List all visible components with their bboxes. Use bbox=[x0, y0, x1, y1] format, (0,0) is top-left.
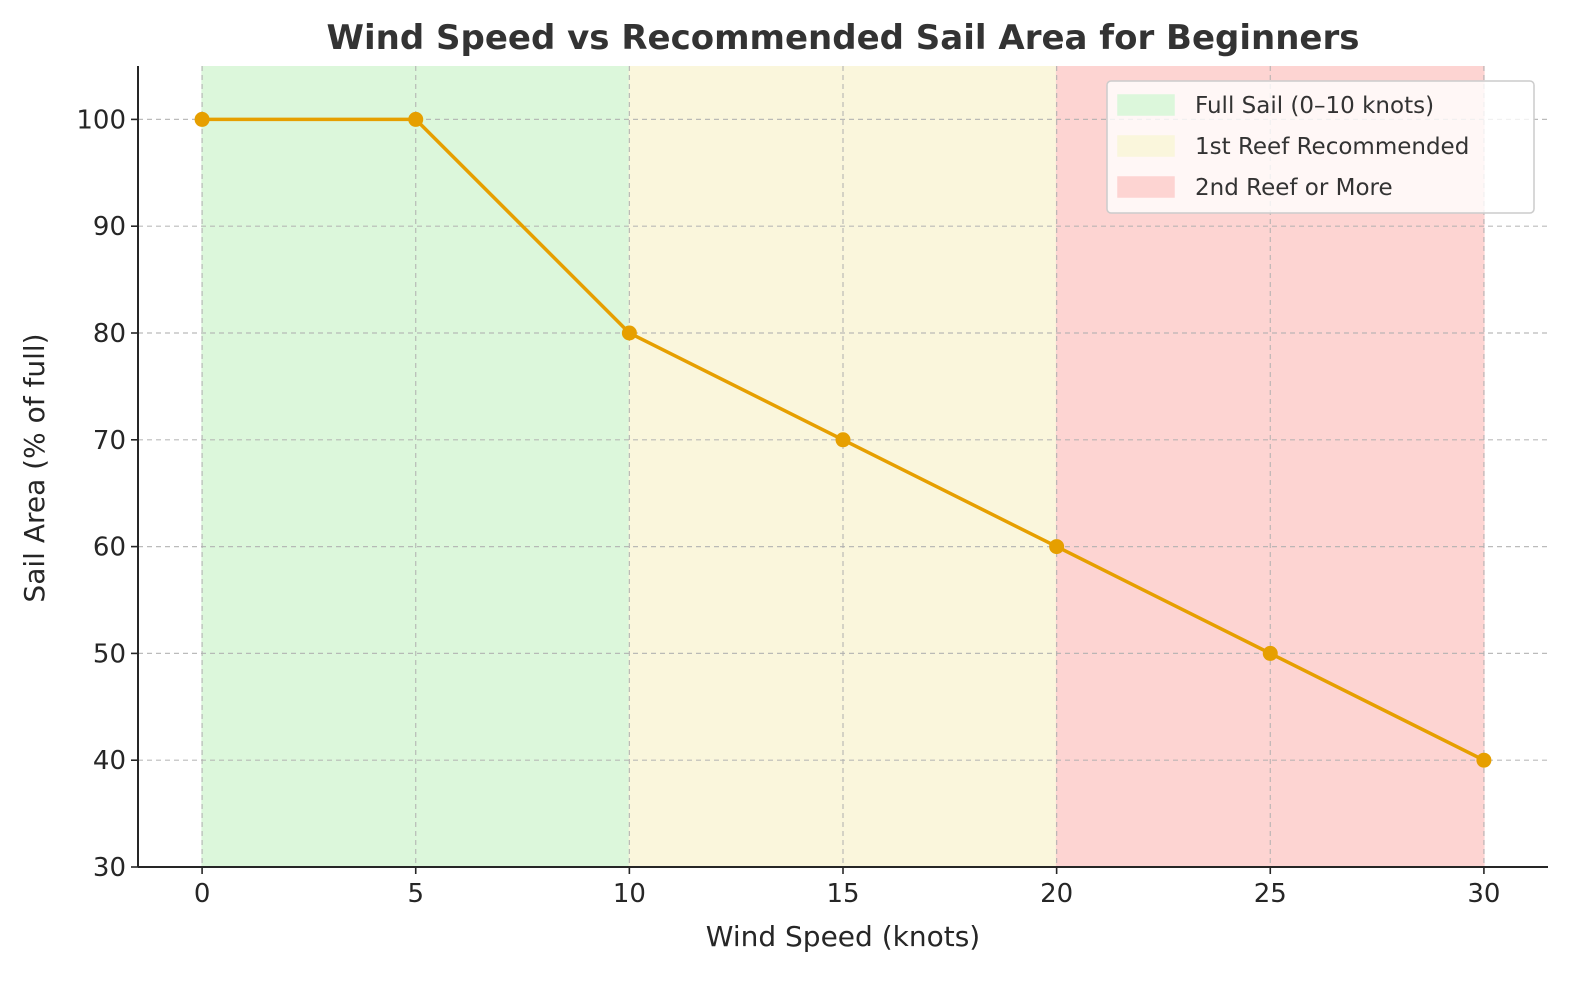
legend-label-3: 2nd Reef or More bbox=[1195, 175, 1393, 201]
legend: Full Sail (0–10 knots) 1st Reef Recommend… bbox=[1106, 80, 1535, 214]
data-point bbox=[1262, 645, 1278, 661]
data-point bbox=[408, 111, 424, 127]
x-tick-label: 20 bbox=[1040, 879, 1073, 909]
legend-box bbox=[1106, 80, 1535, 214]
series-layer bbox=[194, 111, 1492, 768]
x-tick-label: 15 bbox=[826, 879, 859, 909]
y-axis-title: Sail Area (% of full) bbox=[18, 333, 51, 602]
y-tick-label: 80 bbox=[93, 319, 126, 349]
data-point bbox=[835, 432, 851, 448]
x-tick-label: 25 bbox=[1254, 879, 1287, 909]
y-tick-label: 70 bbox=[93, 426, 126, 456]
y-tick-label: 100 bbox=[76, 105, 126, 135]
y-tick-label: 40 bbox=[93, 746, 126, 776]
x-tick-label: 10 bbox=[613, 879, 646, 909]
y-tick-label: 90 bbox=[93, 212, 126, 242]
grid-lines bbox=[138, 66, 1548, 867]
data-point bbox=[621, 325, 637, 341]
x-tick-label: 30 bbox=[1467, 879, 1500, 909]
data-point bbox=[194, 111, 210, 127]
x-tick-label: 0 bbox=[194, 879, 211, 909]
x-axis-title: Wind Speed (knots) bbox=[706, 920, 980, 953]
legend-swatch-3 bbox=[1117, 176, 1175, 198]
legend-label-2: 1st Reef Recommended bbox=[1195, 134, 1469, 160]
data-point bbox=[1049, 539, 1065, 555]
legend-swatch-2 bbox=[1117, 135, 1175, 157]
x-tick-label: 5 bbox=[407, 879, 424, 909]
y-tick-label: 50 bbox=[93, 639, 126, 669]
y-tick-label: 60 bbox=[93, 533, 126, 563]
y-tick-label: 30 bbox=[93, 853, 126, 883]
chart-title: Wind Speed vs Recommended Sail Area for … bbox=[326, 18, 1359, 58]
axes: 0 5 10 15 20 25 30 30 40 50 60 70 80 90 100 bbox=[76, 66, 1548, 909]
legend-swatch-1 bbox=[1117, 94, 1175, 116]
data-point bbox=[1476, 752, 1492, 768]
legend-label-1: Full Sail (0–10 knots) bbox=[1195, 93, 1434, 119]
